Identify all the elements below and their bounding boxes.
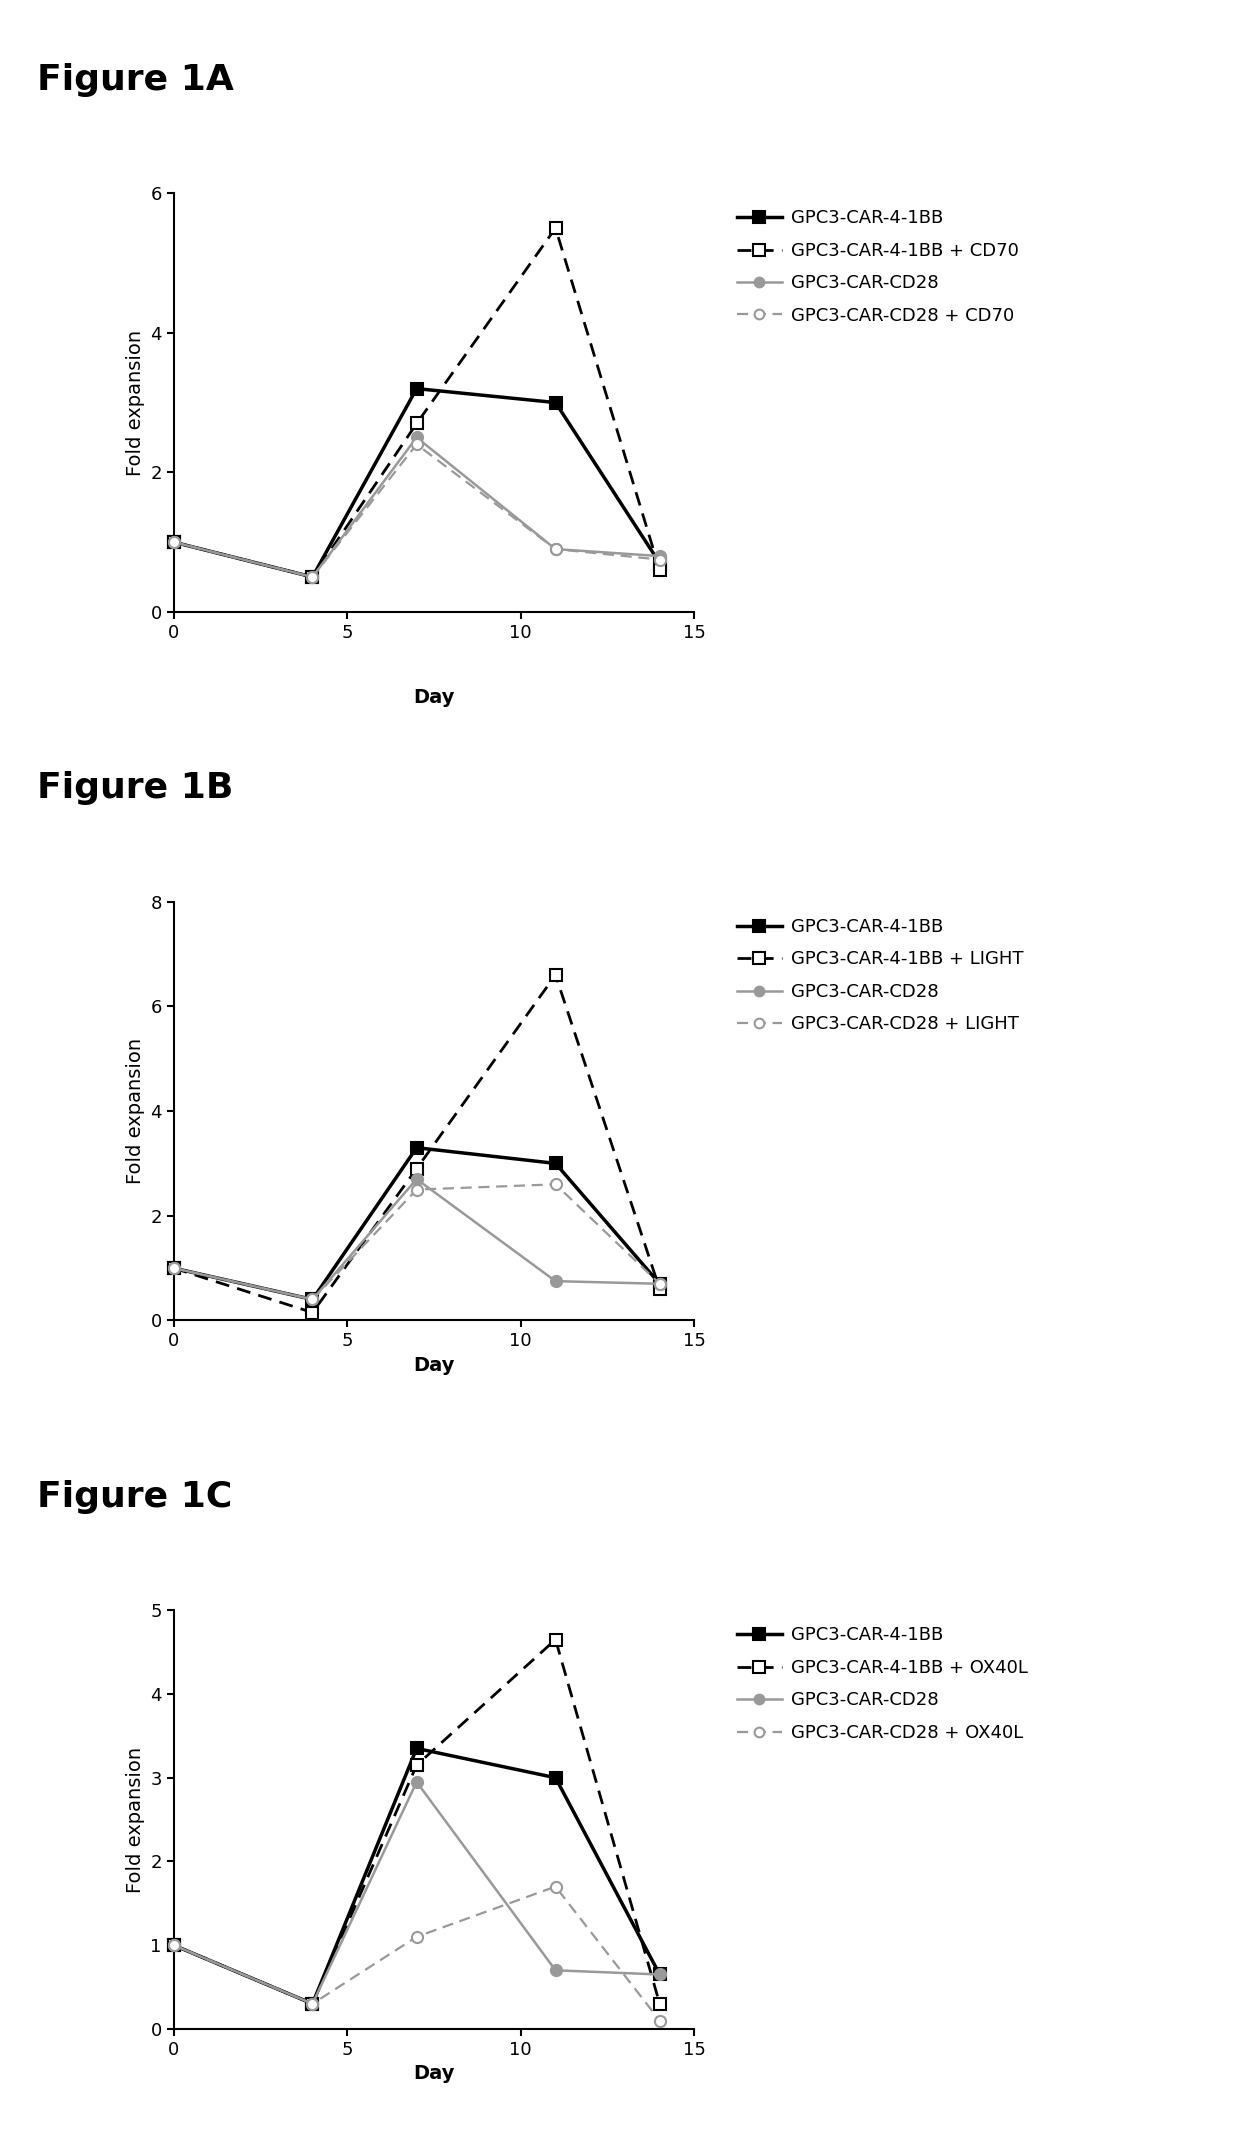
- Text: Figure 1C: Figure 1C: [37, 1479, 232, 1514]
- Text: Figure 1A: Figure 1A: [37, 62, 234, 97]
- Legend: GPC3-CAR-4-1BB, GPC3-CAR-4-1BB + OX40L, GPC3-CAR-CD28, GPC3-CAR-CD28 + OX40L: GPC3-CAR-4-1BB, GPC3-CAR-4-1BB + OX40L, …: [729, 1619, 1035, 1750]
- X-axis label: Day: Day: [413, 1355, 455, 1374]
- X-axis label: Day: Day: [413, 2063, 455, 2083]
- Legend: GPC3-CAR-4-1BB, GPC3-CAR-4-1BB + LIGHT, GPC3-CAR-CD28, GPC3-CAR-CD28 + LIGHT: GPC3-CAR-4-1BB, GPC3-CAR-4-1BB + LIGHT, …: [729, 910, 1030, 1041]
- Text: Figure 1B: Figure 1B: [37, 771, 233, 805]
- Legend: GPC3-CAR-4-1BB, GPC3-CAR-4-1BB + CD70, GPC3-CAR-CD28, GPC3-CAR-CD28 + CD70: GPC3-CAR-4-1BB, GPC3-CAR-4-1BB + CD70, G…: [729, 202, 1025, 333]
- Text: Day: Day: [413, 689, 455, 706]
- Y-axis label: Fold expansion: Fold expansion: [125, 328, 145, 477]
- Y-axis label: Fold expansion: Fold expansion: [125, 1037, 145, 1185]
- Y-axis label: Fold expansion: Fold expansion: [125, 1746, 145, 1894]
